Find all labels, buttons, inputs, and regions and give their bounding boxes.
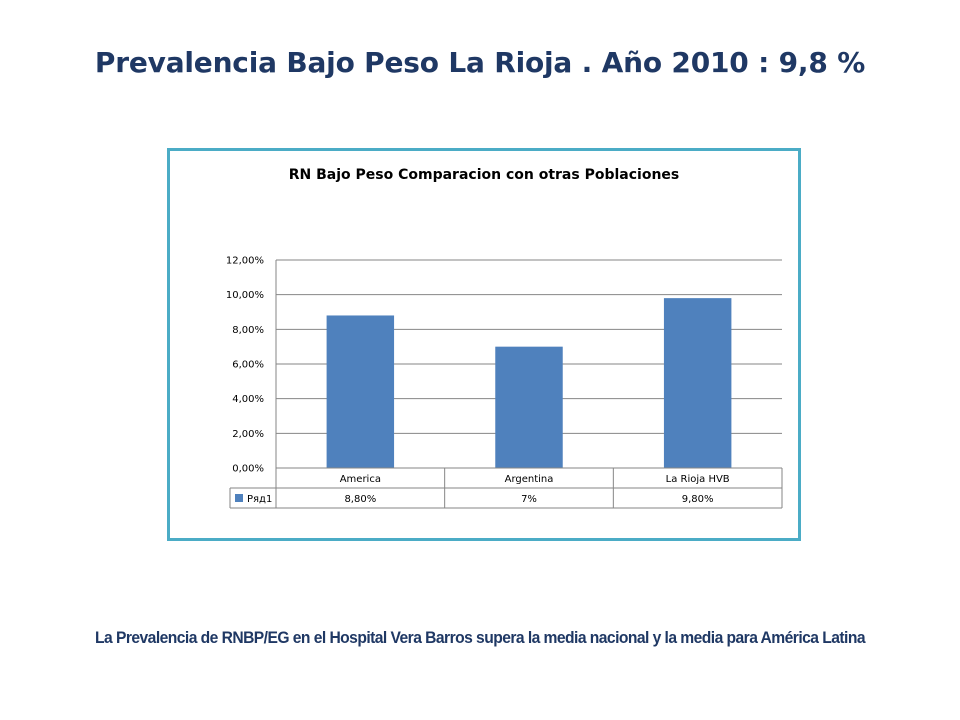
bars [326, 298, 732, 468]
slide-footnote: La Prevalencia de RNBP/EG en el Hospital… [95, 628, 865, 647]
data-table: America Argentina La Rioja HVB Ряд1 8,80% 7% 9… [229, 467, 783, 509]
category-label: America [340, 474, 381, 485]
y-tick-label: 8,00% [232, 325, 264, 336]
y-tick-label: 10,00% [226, 290, 264, 301]
y-tick-label: 6,00% [232, 360, 264, 371]
y-tick-label: 4,00% [232, 394, 264, 405]
chart-title: RN Bajo Peso Comparacion con otras Pobla… [289, 167, 680, 183]
y-tick-label: 2,00% [232, 429, 264, 440]
series-name: Ряд1 [247, 494, 272, 505]
data-value-label: 9,80% [682, 494, 714, 505]
bar-chart: RN Bajo Peso Comparacion con otras Pobla… [226, 167, 783, 509]
bar-2 [663, 298, 732, 468]
chart-frame: RN Bajo Peso Comparacion con otras Pobla… [167, 148, 801, 541]
legend-key [235, 494, 243, 502]
category-label: La Rioja HVB [666, 474, 730, 485]
y-tick-label: 12,00% [226, 256, 264, 267]
data-value-label: 8,80% [344, 494, 376, 505]
slide-title: Prevalencia Bajo Peso La Rioja . Año 201… [94, 46, 866, 79]
bar-0 [326, 315, 395, 468]
y-axis-ticks: 0,00% 2,00% 4,00% 6,00% 8,00% 10,00% 12,00% [226, 256, 264, 475]
y-tick-label: 0,00% [232, 464, 264, 475]
category-label: Argentina [505, 474, 554, 485]
data-value-label: 7% [521, 494, 537, 505]
bar-1 [495, 346, 563, 468]
